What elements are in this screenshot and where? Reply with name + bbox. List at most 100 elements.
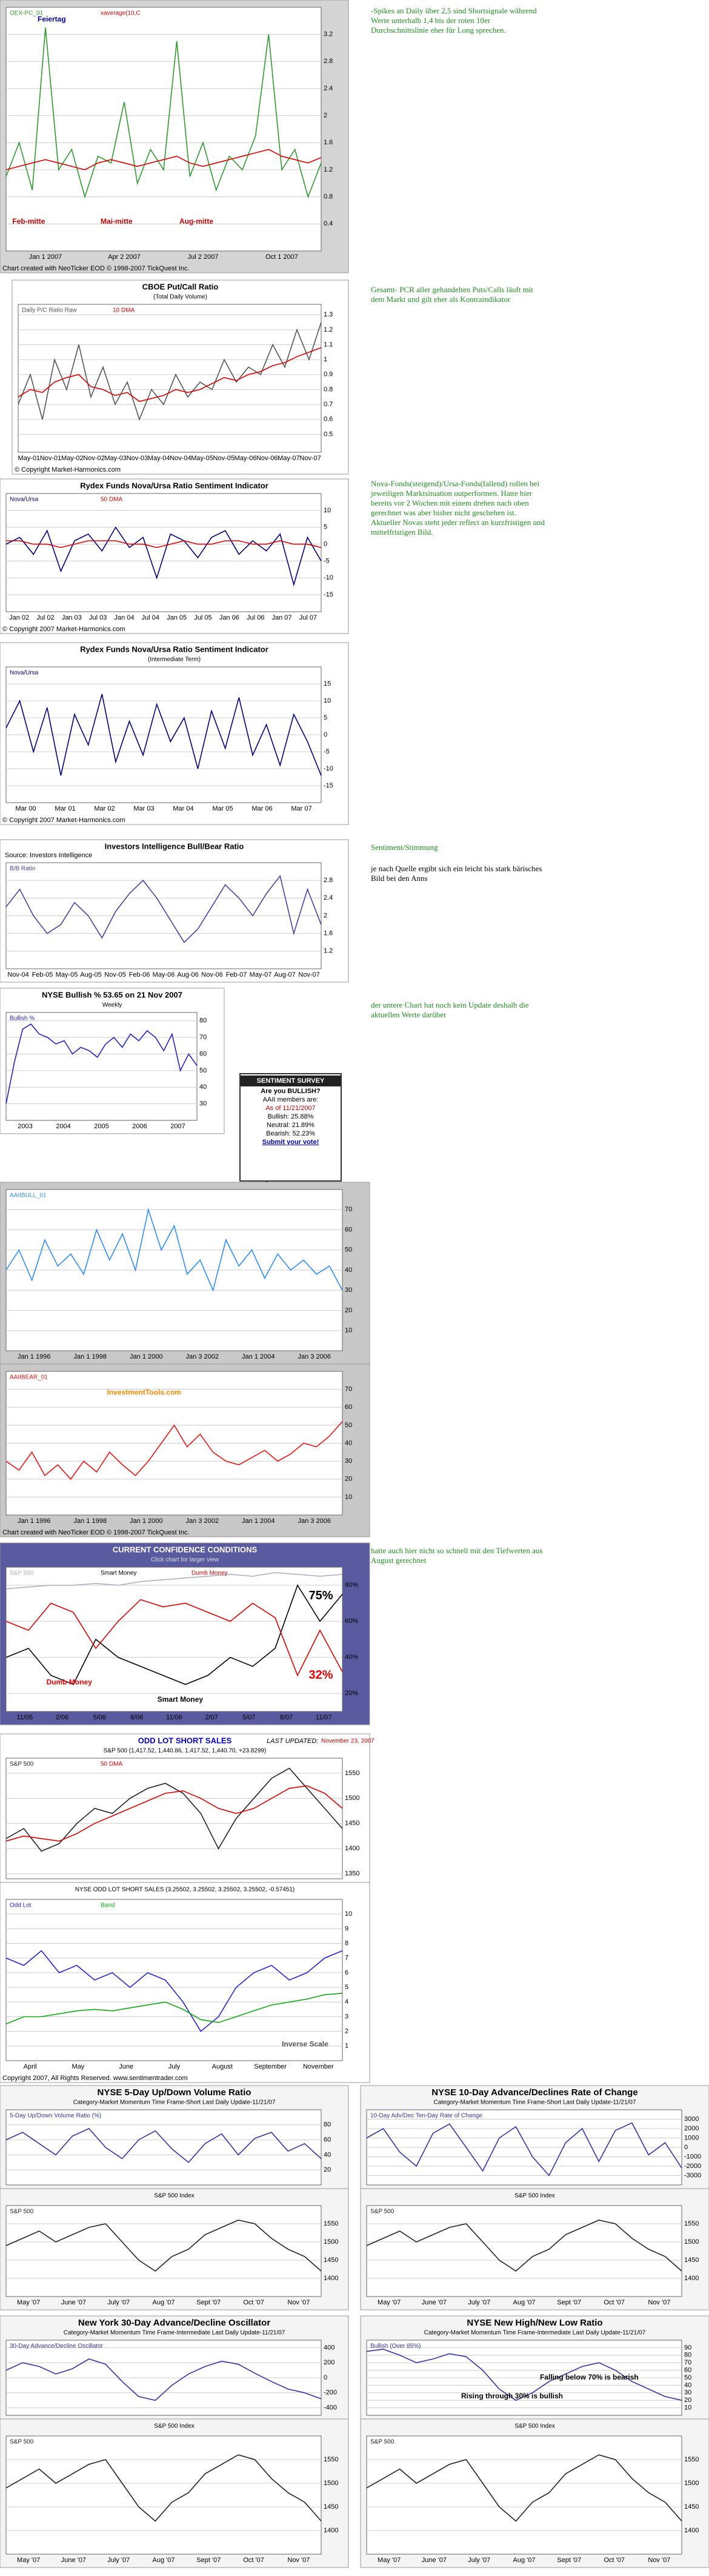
y-tick-label: -5 (324, 557, 330, 564)
x-tick-label: Jan 03 (62, 614, 82, 621)
y-tick-label: 10 (324, 697, 331, 704)
x-tick-label: Aug '07 (513, 2299, 536, 2306)
x-tick-label: Jan 02 (9, 614, 29, 621)
x-tick-label: Nov-01 (40, 455, 61, 462)
x-tick-label: Jan 06 (219, 614, 239, 621)
x-tick-label: Jan 05 (167, 614, 187, 621)
survey-row: Bullish: 25.88% (267, 1113, 314, 1120)
legend-entry: 10 DMA (113, 307, 135, 314)
updated: LAST UPDATED: (267, 1738, 318, 1745)
y-tick-label: 1.6 (324, 139, 333, 146)
x-tick-label: Sept '07 (196, 2557, 221, 2564)
footer: © Copyright 2007 Market-Harmonics.com (2, 626, 125, 633)
y-tick-label: 2.8 (324, 877, 333, 884)
y-tick-label: 1500 (684, 2238, 699, 2246)
x-tick-label: Jul 02 (36, 614, 54, 621)
x-tick-label: Oct '07 (243, 2299, 264, 2306)
x-tick-label: Oct '07 (604, 2557, 625, 2564)
y-tick-label: 1550 (684, 2456, 699, 2463)
y-tick-label: 5 (324, 714, 327, 721)
x-tick-label: May-07 (278, 455, 300, 462)
x-tick-label: Nov-05 (104, 971, 125, 979)
plot-area (5, 1899, 343, 2061)
y-tick-label: 20 (684, 2397, 691, 2404)
y-tick-label: 2 (345, 2028, 348, 2035)
legend-entry: Nova/Ursa (10, 670, 39, 677)
y-tick-label: 0.9 (324, 371, 333, 378)
footer: Copyright 2007, All Rights Reserved. www… (2, 2075, 188, 2082)
x-tick-label: 2007 (170, 1123, 185, 1130)
y-tick-label: 40 (684, 2381, 691, 2389)
panel-subtitle: Category-Market Momentum Time Frame-Inte… (424, 2330, 646, 2337)
y-tick-label: -10 (324, 574, 333, 581)
legend-entry: 10-Day Adv/Dec Ten-Day Rate of Change (370, 2113, 482, 2119)
y-tick-label: 2000 (684, 2125, 699, 2132)
series-line (366, 2349, 682, 2401)
y-tick-label: 0 (324, 540, 327, 547)
plot-area (5, 1012, 198, 1121)
x-tick-label: May-06 (235, 455, 257, 462)
x-tick-label: Oct '07 (604, 2299, 625, 2306)
panel-subtitle: S&P 500 Index (154, 2193, 195, 2200)
footer: © Copyright 2007 Market-Harmonics.com (2, 817, 125, 824)
legend-entry: Band (101, 1902, 115, 1909)
y-tick-label: 1500 (324, 2238, 338, 2246)
x-tick-label: Nov-07 (298, 971, 319, 979)
panel-title: CURRENT CONFIDENCE CONDITIONS (113, 1545, 258, 1554)
legend-entry: 50 DMA (101, 1761, 122, 1768)
x-tick-label: Feb-05 (32, 971, 53, 979)
x-tick-label: Mar 02 (94, 805, 115, 812)
x-tick-label: 5/07 (242, 1714, 255, 1721)
x-tick-label: September (254, 2063, 287, 2070)
y-tick-label: -400 (324, 2404, 337, 2412)
legend-entry: 30-Day Advance/Decline Oscillator (10, 2343, 104, 2350)
panel-subtitle: Weekly (102, 1002, 122, 1009)
y-tick-label: 80% (345, 1582, 358, 1589)
survey-link[interactable]: Submit your vote! (262, 1139, 319, 1146)
y-tick-label: 40 (345, 1439, 352, 1447)
series-line (366, 2454, 682, 2522)
x-tick-label: May-03 (104, 455, 127, 462)
y-tick-label: 9 (345, 1925, 348, 1932)
x-tick-label: Sept '07 (196, 2299, 221, 2306)
x-tick-label: Aug '07 (153, 2299, 175, 2306)
x-tick-label: Nov-03 (127, 455, 148, 462)
x-tick-label: Jan 1 1996 (18, 1353, 50, 1360)
annotation: Mai-mitte (101, 217, 133, 226)
x-tick-label: Sept '07 (557, 2299, 581, 2306)
y-tick-label: -200 (324, 2389, 337, 2397)
y-tick-label: 70 (199, 1034, 207, 1041)
y-tick-label: 50 (345, 1422, 352, 1429)
plot-area (366, 2205, 682, 2297)
x-tick-label: May-05 (56, 971, 78, 979)
panel-title: CBOE Put/Call Ratio (142, 282, 219, 291)
plot-area (5, 1758, 343, 1879)
y-tick-label: 60 (324, 2136, 331, 2144)
plot-area (5, 493, 322, 612)
y-tick-label: 6 (345, 1969, 348, 1976)
x-tick-label: Aug-07 (274, 971, 295, 979)
plot-area (5, 1567, 343, 1712)
y-tick-label: 1000 (684, 2134, 699, 2141)
y-tick-label: 8 (345, 1939, 348, 1947)
y-tick-label: 1.2 (324, 166, 333, 173)
series-line (5, 1584, 343, 1685)
y-tick-label: 80 (684, 2352, 691, 2359)
y-tick-label: -2000 (684, 2163, 701, 2170)
panel-title: Investors Intelligence Bull/Bear Ratio (105, 841, 244, 851)
x-tick-label: Jan 1 2004 (242, 1517, 275, 1525)
y-tick-label: 60 (199, 1050, 207, 1057)
y-tick-label: 1550 (345, 1770, 359, 1777)
series-line (5, 1993, 343, 2025)
annotation: Aug-mitte (179, 217, 213, 226)
x-tick-label: Sept '07 (557, 2557, 581, 2564)
survey-question: Are you BULLISH? (261, 1088, 321, 1095)
annotation: Falling below 70% is bearish (540, 2373, 639, 2381)
plot-area (18, 304, 322, 453)
x-tick-label: Mar 00 (15, 805, 36, 812)
legend-entry: S&P 500 (10, 2439, 34, 2446)
legend-entry: Odd Lot (10, 1902, 32, 1909)
y-tick-label: 1400 (684, 2527, 699, 2534)
y-tick-label: 1500 (324, 2480, 338, 2487)
